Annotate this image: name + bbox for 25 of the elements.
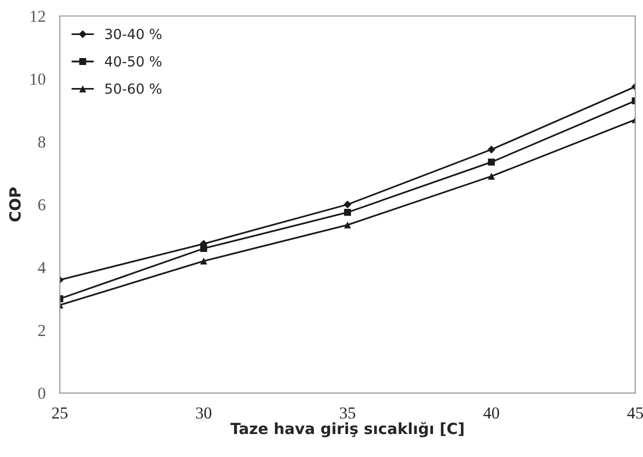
legend-label: 40-50 % — [104, 56, 162, 67]
y-tick-label: 4 — [38, 262, 46, 274]
point — [488, 172, 495, 180]
point — [487, 146, 496, 154]
x-tick-label: 30 — [196, 407, 212, 419]
point — [344, 208, 352, 216]
y-axis-title: COP — [9, 187, 21, 222]
x-tick-label: 25 — [52, 407, 68, 419]
x-tick-label: 35 — [340, 407, 356, 419]
legend-label: 30-40 % — [105, 28, 162, 40]
point — [344, 221, 352, 228]
y-tick-label: 2 — [38, 324, 45, 336]
legend-label: 50-60 % — [105, 83, 162, 94]
y-tick-label: 8 — [38, 136, 46, 148]
x-tick-label: 45 — [627, 408, 643, 419]
point — [200, 245, 208, 252]
y-tick-label: 6 — [38, 199, 46, 210]
point — [200, 258, 208, 265]
y-tick-label: 0 — [38, 388, 46, 399]
y-tick-label: 10 — [30, 74, 46, 85]
point — [344, 200, 352, 208]
point — [488, 158, 495, 166]
x-tick-label: 40 — [483, 407, 500, 419]
x-axis-title: Taze hava giriş sıcaklığı [C] — [230, 422, 464, 438]
y-tick-label: 12 — [30, 10, 45, 22]
